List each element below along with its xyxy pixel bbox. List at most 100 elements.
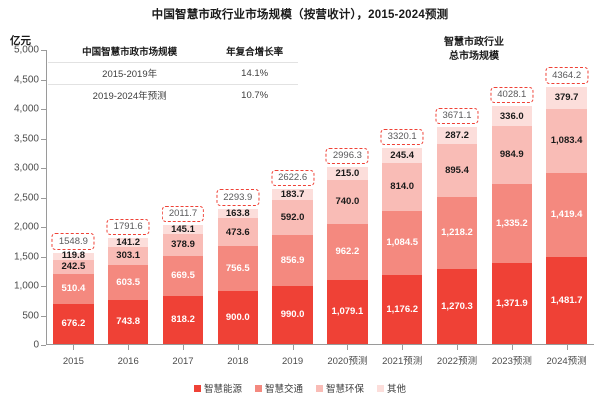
cagr-table-row: 2019-2024年预测 10.7% — [48, 83, 298, 106]
bar-segment[interactable]: 814.0 — [381, 162, 423, 211]
bar-segment-value-label: 510.4 — [61, 283, 86, 295]
bar-total-callout: 1791.6 — [106, 218, 150, 236]
bar-stack[interactable]: 1,371.9 1,335.2 984.9 336.0 — [491, 106, 533, 344]
bar-segment-value-label: 1,270.3 — [441, 300, 473, 312]
bar-stack[interactable]: 900.0 756.5 473.6 163.8 — [217, 208, 259, 344]
legend-label: 智慧交通 — [264, 384, 303, 395]
bar-segment-value-label: 669.5 — [171, 270, 195, 282]
bar-segment[interactable]: 287.2 — [436, 127, 478, 145]
bar-segment[interactable]: 141.2 — [107, 236, 149, 248]
bar-segment[interactable]: 603.5 — [107, 264, 149, 301]
bar-segment[interactable]: 962.2 — [327, 223, 368, 281]
bar-stack[interactable]: 1,270.3 1,218.2 895.4 287.2 — [436, 127, 478, 344]
bar-segment[interactable]: 379.7 — [546, 86, 587, 109]
x-axis-tick-label: 2018 — [227, 356, 249, 367]
bar-segment[interactable]: 984.9 — [491, 126, 533, 185]
x-axis-tick — [402, 345, 404, 350]
bar-stack[interactable]: 676.2 510.4 242.5 119.8 — [53, 251, 94, 344]
cagr-inset-table: 中国智慧市政市场规模 年复合增长率 2015-2019年 14.1% 2019-… — [48, 40, 298, 106]
bar-segment[interactable]: 895.4 — [436, 144, 478, 198]
bar-segment-value-label: 814.0 — [390, 180, 415, 192]
bar-segment-value-label: 1,084.5 — [386, 236, 419, 248]
x-axis-tick-label: 2024预测 — [546, 356, 587, 367]
bar-segment[interactable]: 303.1 — [107, 246, 149, 265]
y-axis-tick — [41, 50, 46, 51]
bar-segment-value-label: 756.5 — [225, 262, 250, 274]
bar-segment[interactable]: 1,335.2 — [491, 184, 533, 264]
legend-label: 其他 — [387, 384, 407, 395]
bar-stack[interactable]: 1,176.2 1,084.5 814.0 245.4 — [381, 148, 423, 344]
legend-label: 智慧能源 — [203, 384, 242, 395]
chart-legend: 智慧能源 智慧交通 智慧环保 其他 — [0, 381, 600, 395]
bar-segment[interactable]: 145.1 — [162, 223, 204, 235]
bar-segment[interactable]: 756.5 — [217, 246, 259, 291]
y-axis-tick — [41, 168, 46, 169]
cagr-table-header-row: 中国智慧市政市场规模 年复合增长率 — [48, 40, 298, 62]
bar-segment[interactable]: 1,079.1 — [327, 280, 368, 344]
bar-segment[interactable]: 1,176.2 — [381, 274, 423, 344]
bar-stack[interactable]: 1,481.7 1,419.4 1,083.4 379.7 — [546, 86, 587, 344]
bar-total-callout: 1548.9 — [51, 233, 95, 250]
bar-segment-value-label: 473.6 — [225, 226, 250, 238]
bar-segment[interactable]: 990.0 — [272, 285, 313, 344]
bar-segment-value-label: 245.4 — [390, 149, 415, 161]
bar-segment-value-label: 1,335.2 — [495, 217, 528, 229]
bar-stack[interactable]: 743.8 603.5 303.1 141.2 — [107, 236, 149, 344]
bar-segment[interactable]: 900.0 — [217, 290, 259, 344]
y-axis-tick-label: 3,000 — [13, 162, 39, 174]
legend-item[interactable]: 智慧环保 — [316, 381, 364, 395]
bar-total-callout: 3320.1 — [380, 128, 424, 146]
legend-color-swatch — [193, 384, 201, 392]
y-axis-tick — [41, 109, 46, 110]
bar-segment[interactable]: 163.8 — [217, 208, 259, 219]
bar-segment-value-label: 740.0 — [335, 196, 360, 207]
bar-segment-value-label: 336.0 — [499, 110, 524, 122]
bar-segment-value-label: 1,371.9 — [495, 297, 528, 309]
bar-segment[interactable]: 183.7 — [272, 189, 313, 201]
bar-total-callout: 4364.2 — [545, 67, 589, 84]
bar-segment[interactable]: 1,084.5 — [381, 210, 423, 275]
bar-stack[interactable]: 1,079.1 962.2 740.0 215.0 — [327, 167, 368, 344]
bar-segment[interactable]: 1,371.9 — [491, 263, 533, 344]
bar-segment[interactable]: 676.2 — [53, 304, 94, 344]
bar-stack[interactable]: 990.0 856.9 592.0 183.7 — [272, 189, 313, 344]
bar-segment[interactable]: 336.0 — [491, 106, 533, 127]
x-axis-tick-label: 2020预测 — [327, 356, 368, 367]
bar-segment[interactable]: 1,218.2 — [436, 197, 478, 270]
bar-segment[interactable]: 669.5 — [162, 256, 204, 296]
bar-segment[interactable]: 473.6 — [217, 218, 259, 247]
bar-segment[interactable]: 215.0 — [327, 167, 368, 180]
bar-segment[interactable]: 242.5 — [53, 259, 94, 274]
bar-segment-value-label: 1,481.7 — [550, 294, 583, 306]
bar-segment[interactable]: 740.0 — [327, 179, 368, 224]
y-axis-tick — [41, 315, 46, 317]
bar-segment-value-label: 141.2 — [116, 236, 141, 248]
bar-total-callout: 3671.1 — [435, 107, 479, 125]
x-axis-line — [46, 344, 594, 345]
bar-segment[interactable]: 1,481.7 — [546, 256, 587, 344]
cagr-period-label: 2015-2019年 — [48, 61, 212, 84]
legend-color-swatch — [377, 384, 385, 392]
bar-segment[interactable]: 592.0 — [272, 200, 313, 236]
cagr-period-label: 2019-2024年预测 — [48, 83, 212, 106]
legend-item[interactable]: 智慧交通 — [254, 381, 303, 395]
bar-segment-value-label: 900.0 — [225, 311, 250, 323]
bar-segment-value-label: 242.5 — [61, 261, 86, 273]
legend-item[interactable]: 其他 — [377, 381, 406, 395]
bar-segment-value-label: 145.1 — [171, 223, 195, 235]
bar-segment-value-label: 379.7 — [554, 91, 579, 103]
bar-segment[interactable]: 245.4 — [381, 148, 423, 163]
bar-segment[interactable]: 378.9 — [162, 233, 204, 257]
bar-stack[interactable]: 818.2 669.5 378.9 145.1 — [162, 223, 204, 344]
y-axis-tick-label: 4,500 — [13, 74, 39, 85]
bar-segment[interactable]: 743.8 — [107, 300, 149, 344]
bar-segment[interactable]: 1,270.3 — [436, 269, 478, 344]
bar-segment[interactable]: 818.2 — [162, 295, 204, 344]
bar-segment[interactable]: 856.9 — [272, 235, 313, 286]
bar-segment[interactable]: 1,419.4 — [546, 172, 587, 257]
y-axis-tick — [41, 227, 46, 228]
bar-segment[interactable]: 1,083.4 — [546, 108, 587, 173]
bar-segment[interactable]: 510.4 — [53, 274, 94, 305]
legend-item[interactable]: 智慧能源 — [193, 381, 242, 395]
bar-segment[interactable]: 119.8 — [53, 251, 94, 260]
